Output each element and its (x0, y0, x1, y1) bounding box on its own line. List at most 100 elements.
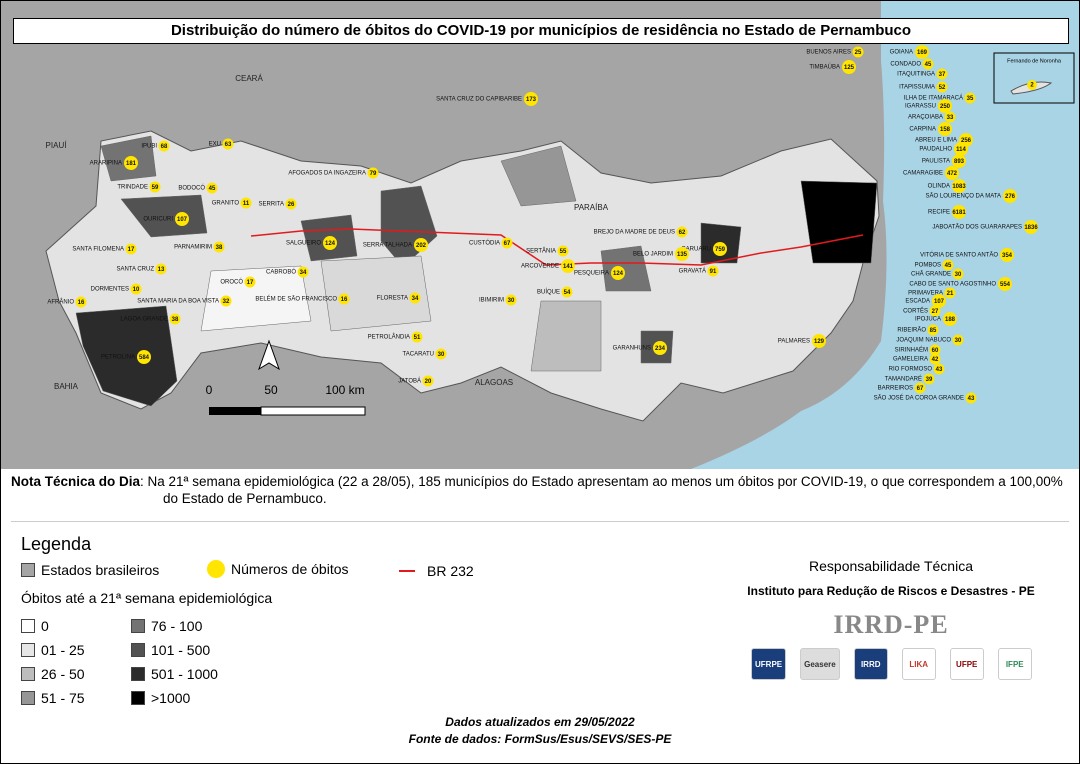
death-value: 35 (967, 96, 974, 102)
sea (691, 1, 1079, 469)
death-marker (422, 375, 434, 387)
death-marker (842, 60, 856, 74)
death-marker (323, 236, 337, 250)
death-marker (936, 81, 948, 93)
death-value: 16 (78, 300, 85, 306)
death-marker (812, 334, 826, 348)
logo: UFRPE (751, 648, 787, 680)
municipality-name: GAMELEIRA (893, 357, 928, 363)
legend-class: 0 (21, 618, 49, 634)
death-marker (944, 111, 956, 123)
death-marker (367, 167, 379, 179)
municipality-name: SÃO LOURENÇO DA MATA (926, 193, 1001, 200)
municipality-name: GARANHUNS (613, 346, 651, 352)
municipality-name: FLORESTA (377, 296, 408, 302)
municipality-name: SALGUEIRO (286, 241, 321, 247)
scale-label: 0 (206, 383, 213, 397)
death-value: 11 (243, 201, 250, 207)
death-value: 85 (930, 328, 937, 334)
class-label: 51 - 75 (41, 690, 85, 706)
class-label: 501 - 1000 (151, 666, 218, 682)
death-value: 26 (288, 202, 295, 208)
death-marker (936, 68, 948, 80)
legend: Legenda Estados brasileiros Números de ó… (11, 521, 1069, 754)
municipality-name: CABROBÓ (266, 269, 296, 276)
death-marker (954, 142, 968, 156)
scale-label: 100 km (325, 383, 364, 397)
death-value: 141 (563, 264, 574, 270)
legend-class: 01 - 25 (21, 642, 85, 658)
municipality-name: CORTÊS (903, 307, 928, 315)
death-marker (124, 156, 138, 170)
death-value: 158 (940, 127, 951, 133)
municipality-name: POMBOS (915, 263, 941, 269)
municipality-name: ABREU E LIMA (915, 138, 957, 144)
municipality-name: DORMENTES (91, 287, 129, 293)
death-value: 30 (508, 298, 515, 304)
municipality-name: SERRA TALHADA (363, 243, 412, 249)
death-value: 67 (917, 386, 924, 392)
death-marker (240, 197, 252, 209)
municipality-name: GRANITO (212, 201, 240, 207)
death-value: 42 (932, 357, 939, 363)
state-label: CEARÁ (235, 74, 263, 83)
death-marker (155, 263, 167, 275)
death-marker (501, 237, 513, 249)
source: Fonte de dados: FormSus/Esus/SEVS/SES-PE (408, 732, 672, 746)
death-value: 68 (161, 144, 168, 150)
title: Distribuição do número de óbitos do COVI… (13, 18, 1069, 44)
death-value: 10 (133, 287, 140, 293)
responsibility: Responsabilidade Técnica Instituto para … (711, 558, 1071, 640)
death-value: 276 (1005, 194, 1016, 200)
class-label: 01 - 25 (41, 642, 85, 658)
death-value: 234 (655, 346, 666, 352)
death-value: 60 (932, 348, 939, 354)
municipality-name: CARPINA (909, 127, 936, 133)
class-label: >1000 (151, 690, 191, 706)
municipality-name: IPUBI (141, 144, 157, 150)
state-label: PIAUÍ (46, 141, 68, 150)
municipality-name: SERRITA (258, 202, 284, 208)
municipality-name: PARNAMIRIM (174, 245, 212, 251)
death-marker (998, 277, 1012, 291)
death-value: 67 (504, 241, 511, 247)
death-value: 472 (947, 171, 958, 177)
class-swatch (131, 619, 145, 633)
death-marker (945, 166, 959, 180)
municipality-name: CUSTÓDIA (469, 240, 500, 247)
municipality-name: OROCÓ (220, 279, 243, 286)
death-marker (932, 294, 946, 308)
death-value: 25 (855, 50, 862, 56)
death-value: 38 (216, 245, 223, 251)
death-marker (1027, 80, 1037, 90)
death-marker (125, 243, 137, 255)
municipality-name: BELÉM DE SÃO FRANCISCO (255, 296, 337, 303)
municipality-name: SANTA MARIA DA BOA VISTA (137, 299, 219, 305)
logos: UFRPE Geasere IRRD LIKA UFPE IFPE (751, 648, 1032, 680)
municipality-name: AFOGADOS DA INGAZEIRA (288, 171, 366, 177)
death-marker (944, 287, 956, 299)
municipality-name: PETROLÂNDIA (368, 334, 410, 341)
logo: IRRD (853, 648, 888, 680)
death-marker (914, 382, 926, 394)
death-value: 114 (956, 147, 966, 153)
municipality-name: SANTA CRUZ (116, 267, 154, 273)
death-marker (938, 122, 952, 136)
death-value: 124 (325, 241, 336, 247)
death-marker (952, 268, 964, 280)
resp-title: Responsabilidade Técnica (809, 558, 973, 574)
death-value: 63 (225, 142, 232, 148)
death-marker (130, 283, 142, 295)
note-label: Nota Técnica do Dia (11, 474, 141, 489)
municipality-name: TAMANDARÉ (885, 376, 922, 383)
class-swatch (21, 643, 35, 657)
death-value: 43 (936, 367, 943, 373)
resp-logo: IRRD-PE (833, 610, 949, 639)
updated: Dados atualizados em 29/05/2022 (445, 715, 635, 729)
municipality-name: OLINDA (928, 184, 950, 190)
note-text: : Na 21ª semana epidemiológica (22 a 28/… (140, 474, 1063, 506)
municipality-name: ARARIPINA (90, 161, 122, 167)
death-value: 20 (425, 379, 432, 385)
class-swatch (21, 667, 35, 681)
